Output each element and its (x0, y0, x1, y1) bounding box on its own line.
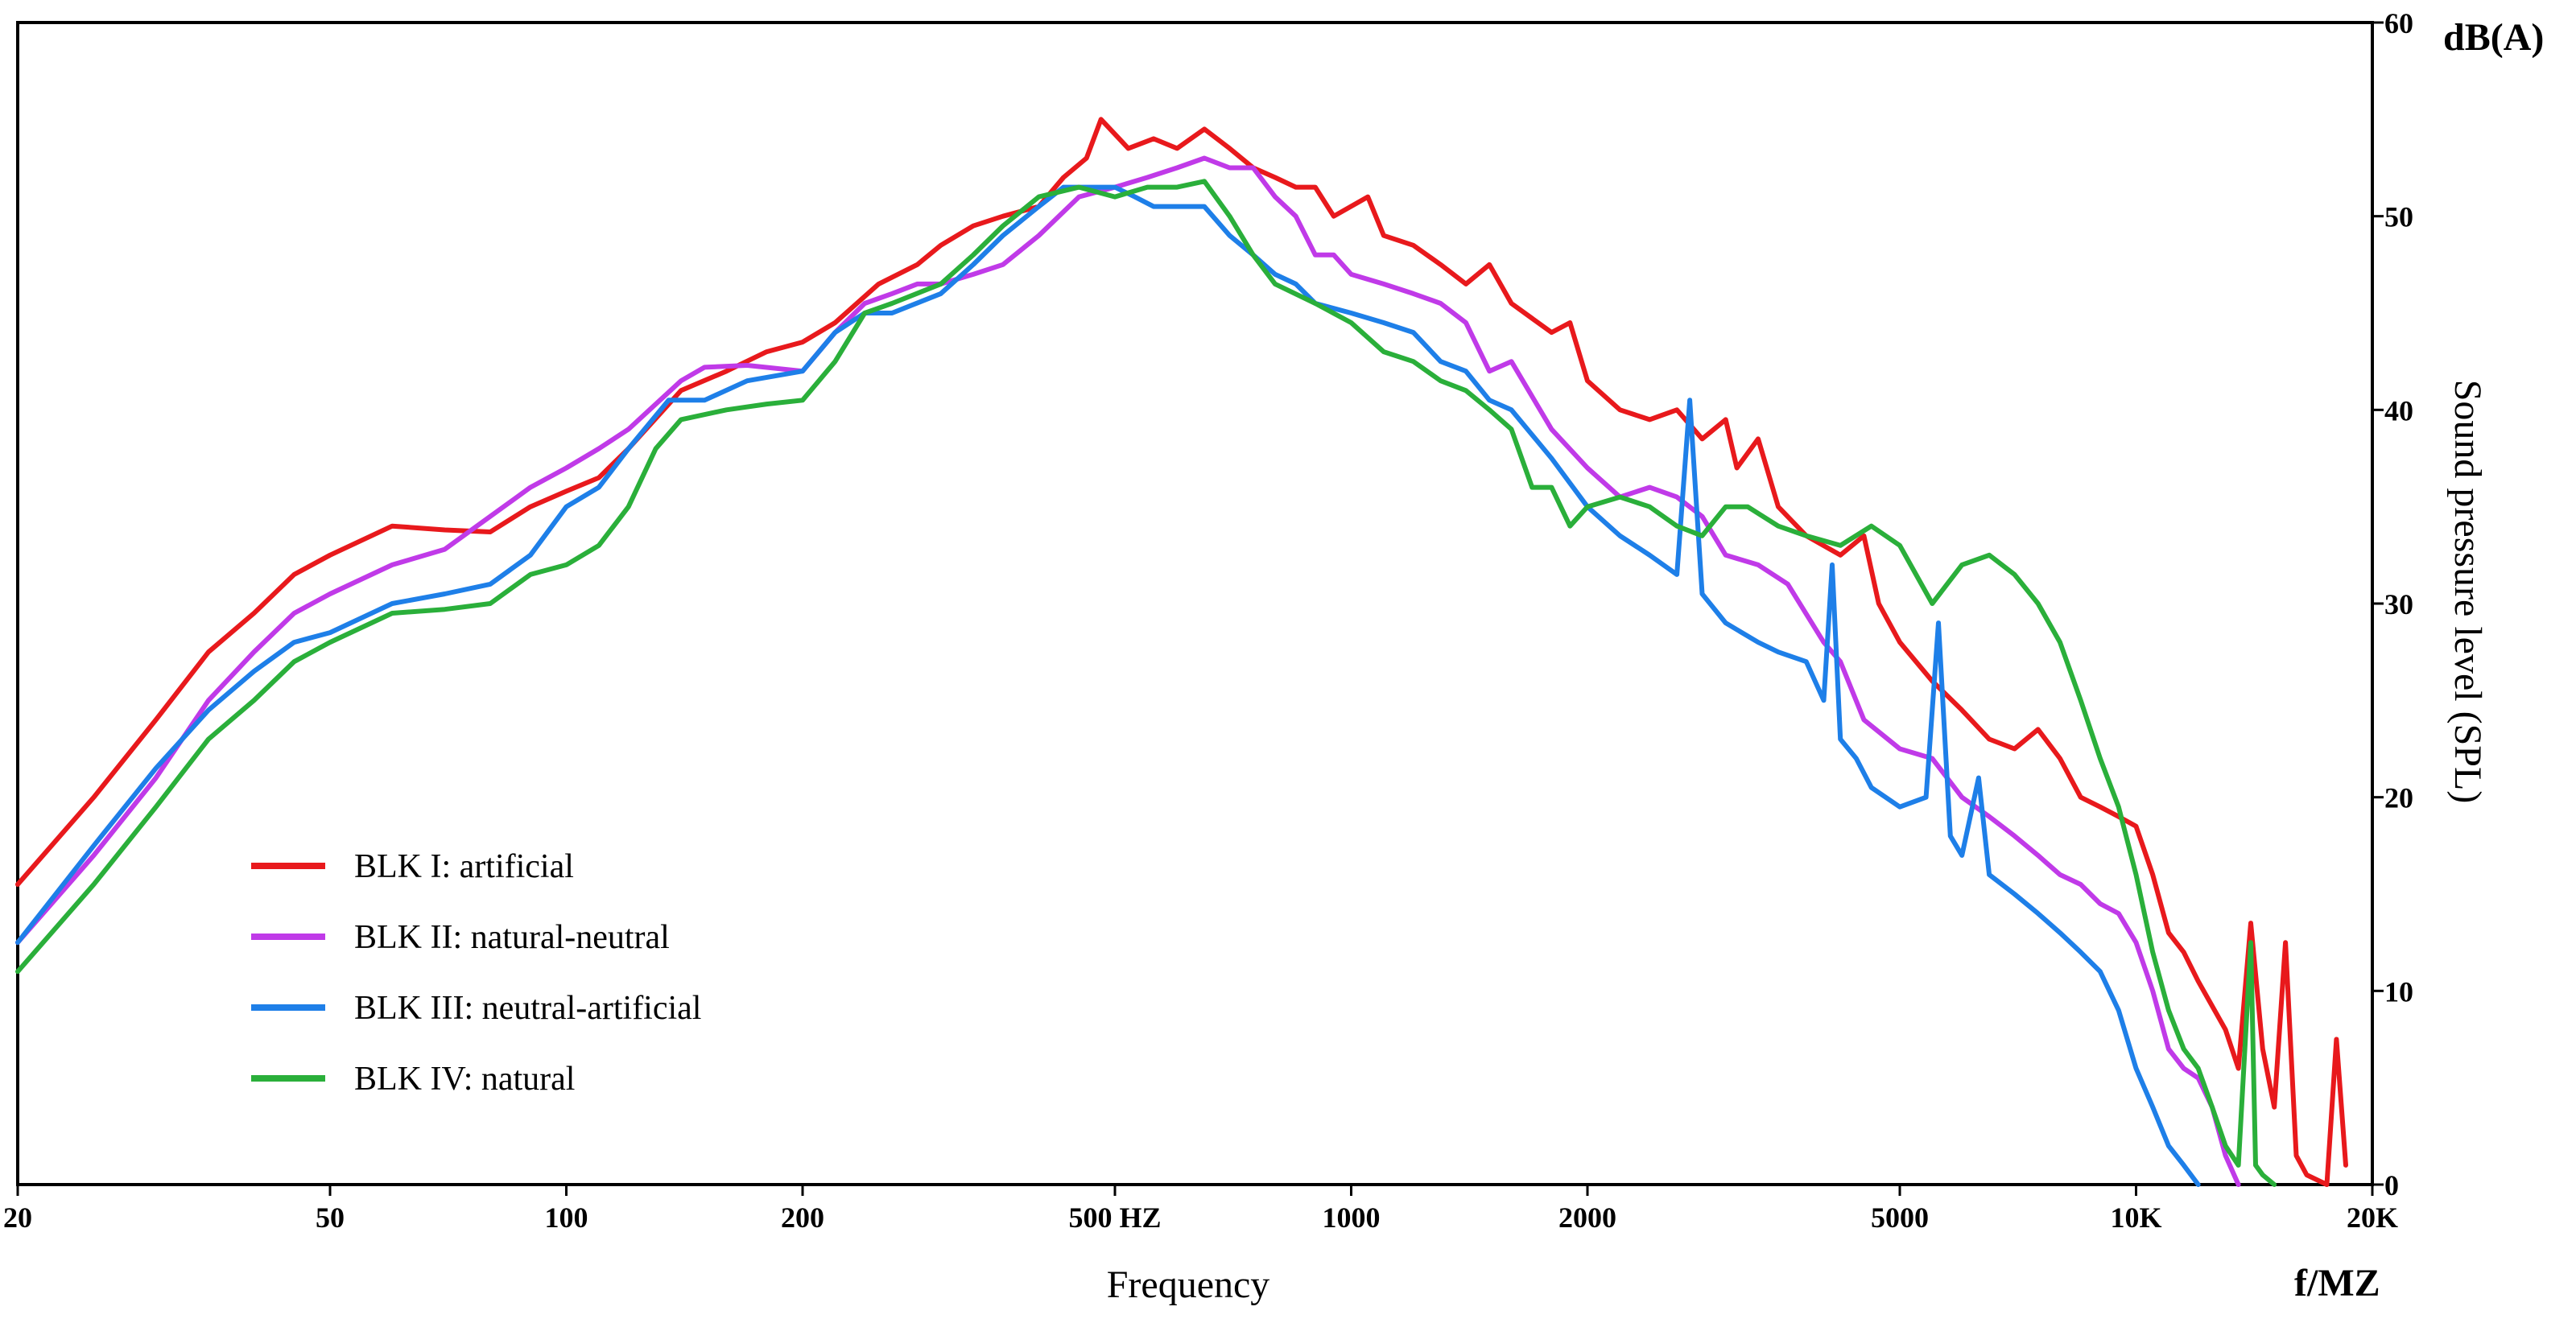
x-tick-label: 1000 (1322, 1201, 1380, 1234)
legend-label-1: BLK I: artificial (354, 848, 574, 885)
x-tick-label: 10K (2110, 1201, 2161, 1234)
x-tick-label: 100 (544, 1201, 588, 1234)
x-tick-label: 20K (2347, 1201, 2398, 1234)
x-axis-ticks: 20 50 100 200 500 HZ 1000 2000 5000 10K 20K (3, 1185, 2398, 1234)
x-tick-label: 5000 (1871, 1201, 1929, 1234)
series-line-2 (15, 155, 2241, 1187)
y-tick-label: 40 (2384, 394, 2413, 427)
legend-label-3: BLK III: neutral-artificial (354, 990, 701, 1027)
series-line-3 (15, 184, 2201, 1187)
series-layer (15, 117, 2348, 1187)
x-tick-label: 500 HZ (1068, 1201, 1161, 1234)
legend-label-2: BLK II: natural-neutral (354, 919, 670, 956)
y-tick-label: 0 (2384, 1169, 2399, 1201)
x-tick-label: 50 (316, 1201, 345, 1234)
x-tick-label: 2000 (1558, 1201, 1616, 1234)
x-axis-unit: f/MZ (2294, 1262, 2380, 1304)
y-axis-unit: dB(A) (2443, 16, 2544, 59)
y-tick-label: 60 (2384, 7, 2413, 39)
y-tick-label: 10 (2384, 975, 2413, 1008)
series-line-4 (15, 179, 2277, 1187)
y-tick-label: 50 (2384, 201, 2413, 233)
series-line-1 (15, 117, 2348, 1187)
y-axis-title: Sound pressure level (SPL) (2446, 380, 2489, 804)
legend: BLK I: artificial BLK II: natural-neutral… (251, 848, 701, 1098)
x-tick-label: 200 (781, 1201, 824, 1234)
x-tick-label: 20 (3, 1201, 32, 1234)
y-tick-label: 20 (2384, 782, 2413, 814)
y-tick-label: 30 (2384, 588, 2413, 620)
y-axis-ticks: 0 10 20 30 40 50 60 (2372, 7, 2413, 1201)
x-axis-title: Frequency (1107, 1263, 1270, 1306)
legend-label-4: BLK IV: natural (354, 1061, 575, 1098)
